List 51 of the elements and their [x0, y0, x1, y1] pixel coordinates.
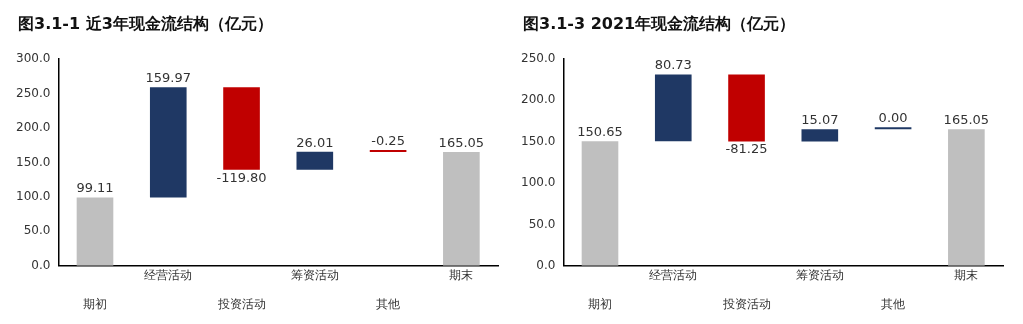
data-label: 99.11 — [76, 180, 114, 196]
data-label: -0.25 — [371, 132, 405, 148]
y-tick-label: 300.0 — [15, 51, 51, 66]
x-tick-label: 经营活动 — [144, 268, 193, 283]
chart-title: 图3.1-1 近3年现金流结构（亿元） — [17, 13, 274, 35]
bar — [223, 87, 260, 170]
x-tick-label: 其他 — [376, 296, 401, 311]
data-label: -81.25 — [725, 141, 768, 157]
bar — [443, 152, 480, 266]
bar — [296, 151, 334, 170]
x-tick-label: 筹资活动 — [795, 268, 844, 283]
y-tick-label: 150.0 — [520, 133, 556, 148]
bar — [149, 87, 187, 198]
y-tick-label: 0.0 — [536, 257, 556, 272]
bar — [654, 74, 692, 142]
bar — [76, 197, 114, 266]
data-label: 165.05 — [438, 134, 485, 150]
x-tick-label: 投资活动 — [216, 296, 266, 311]
data-label: 15.07 — [801, 112, 839, 128]
y-tick-label: 50.0 — [23, 223, 51, 238]
y-tick-label: 250.0 — [520, 51, 556, 66]
data-label: 165.05 — [943, 112, 990, 128]
bar — [581, 141, 619, 266]
x-tick-label: 投资活动 — [721, 296, 771, 311]
bar — [801, 129, 839, 142]
chart-title: 图3.1-3 2021年现金流结构（亿元） — [522, 13, 797, 35]
data-label: 26.01 — [296, 134, 334, 150]
data-label: 80.73 — [654, 57, 692, 73]
x-tick-label: 经营活动 — [649, 268, 698, 283]
y-tick-label: 150.0 — [15, 154, 51, 169]
data-label: -119.80 — [216, 169, 267, 185]
y-tick-label: 250.0 — [15, 85, 51, 100]
x-tick-label: 其他 — [881, 296, 906, 311]
y-tick-label: 200.0 — [520, 92, 556, 107]
data-label: 159.97 — [145, 70, 192, 86]
y-tick-label: 0.0 — [31, 257, 51, 272]
data-label: 150.65 — [577, 124, 623, 140]
data-label: 0.00 — [878, 110, 908, 126]
bar — [369, 150, 407, 153]
x-tick-label: 期末 — [449, 268, 474, 283]
x-tick-label: 期末 — [954, 268, 979, 283]
bar — [728, 74, 765, 142]
x-tick-label: 期初 — [82, 296, 107, 311]
bar — [874, 127, 912, 130]
x-tick-label: 期初 — [587, 296, 612, 311]
y-tick-label: 100.0 — [520, 175, 556, 190]
y-tick-label: 100.0 — [15, 188, 51, 203]
bar — [948, 129, 985, 266]
y-tick-label: 200.0 — [15, 120, 51, 135]
y-tick-label: 50.0 — [528, 216, 556, 231]
x-tick-label: 筹资活动 — [290, 268, 339, 283]
